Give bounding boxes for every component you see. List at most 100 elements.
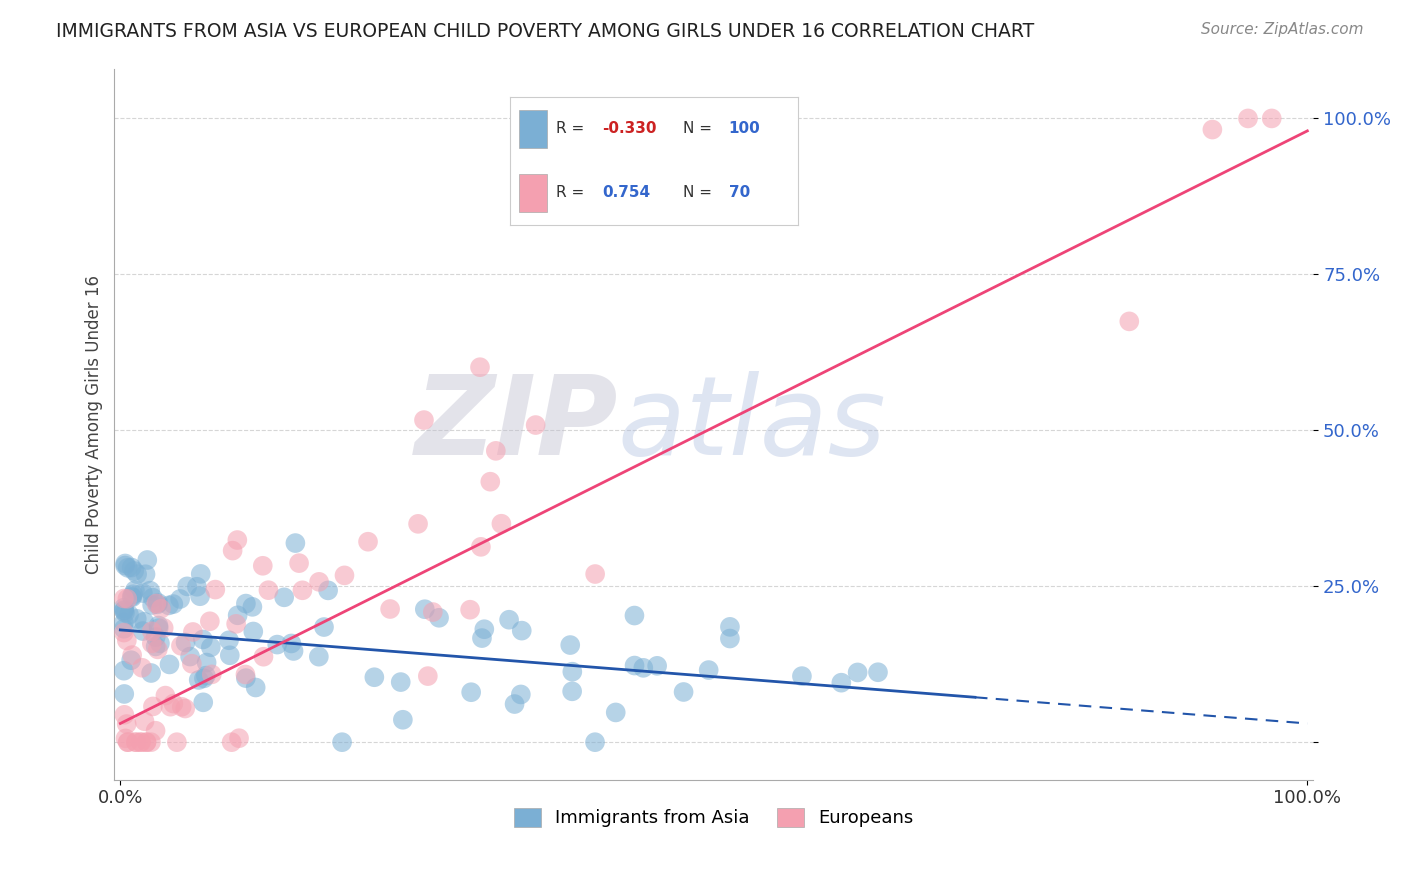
Point bbox=[180, 657, 202, 671]
Point bbox=[139, 665, 162, 680]
Point bbox=[136, 553, 159, 567]
Point bbox=[645, 658, 668, 673]
Point bbox=[188, 589, 211, 603]
Point bbox=[524, 418, 547, 433]
Point bbox=[115, 633, 138, 648]
Point bbox=[132, 586, 155, 600]
Point bbox=[458, 603, 481, 617]
Point bbox=[471, 631, 494, 645]
Point bbox=[112, 603, 135, 617]
Point bbox=[114, 606, 136, 620]
Point bbox=[139, 583, 162, 598]
Point bbox=[152, 621, 174, 635]
Point bbox=[697, 663, 720, 677]
Point bbox=[170, 639, 193, 653]
Point bbox=[509, 688, 531, 702]
Text: atlas: atlas bbox=[617, 370, 887, 477]
Point bbox=[201, 667, 224, 681]
Point bbox=[221, 543, 243, 558]
Point bbox=[135, 567, 157, 582]
Point bbox=[378, 602, 401, 616]
Point bbox=[142, 591, 165, 605]
Point bbox=[583, 735, 606, 749]
Point bbox=[186, 580, 208, 594]
Point bbox=[125, 735, 148, 749]
Point bbox=[187, 673, 209, 687]
Point bbox=[124, 583, 146, 598]
Point bbox=[226, 608, 249, 623]
Text: Source: ZipAtlas.com: Source: ZipAtlas.com bbox=[1201, 22, 1364, 37]
Point bbox=[134, 615, 156, 629]
Point bbox=[283, 644, 305, 658]
Point bbox=[242, 599, 264, 614]
Point bbox=[129, 735, 152, 749]
Point bbox=[146, 597, 169, 611]
Point bbox=[132, 624, 155, 638]
Point bbox=[159, 699, 181, 714]
Point bbox=[117, 591, 139, 606]
Point bbox=[127, 567, 149, 582]
Point bbox=[308, 574, 330, 589]
Point bbox=[122, 564, 145, 578]
Point bbox=[498, 613, 520, 627]
Point bbox=[357, 534, 380, 549]
Point bbox=[125, 735, 148, 749]
Point bbox=[149, 636, 172, 650]
Point bbox=[198, 614, 221, 628]
Point bbox=[560, 638, 582, 652]
Point bbox=[830, 675, 852, 690]
Point bbox=[316, 583, 339, 598]
Point bbox=[155, 689, 177, 703]
Point bbox=[118, 607, 141, 622]
Legend: Immigrants from Asia, Europeans: Immigrants from Asia, Europeans bbox=[506, 801, 921, 835]
Point bbox=[120, 653, 142, 667]
Point bbox=[195, 656, 218, 670]
Point bbox=[242, 624, 264, 639]
Point bbox=[718, 620, 741, 634]
Point bbox=[112, 604, 135, 618]
Point bbox=[112, 687, 135, 701]
Point bbox=[121, 560, 143, 574]
Point bbox=[134, 714, 156, 729]
Point bbox=[485, 443, 508, 458]
Point bbox=[330, 735, 353, 749]
Point bbox=[174, 701, 197, 715]
Point bbox=[145, 640, 167, 654]
Point bbox=[583, 567, 606, 582]
Point bbox=[252, 558, 274, 573]
Text: IMMIGRANTS FROM ASIA VS EUROPEAN CHILD POVERTY AMONG GIRLS UNDER 16 CORRELATION : IMMIGRANTS FROM ASIA VS EUROPEAN CHILD P… bbox=[56, 22, 1035, 41]
Point bbox=[225, 616, 247, 631]
Point bbox=[252, 649, 274, 664]
Point bbox=[121, 648, 143, 662]
Point bbox=[117, 735, 139, 749]
Point bbox=[193, 672, 215, 686]
Point bbox=[470, 540, 492, 554]
Point bbox=[284, 536, 307, 550]
Point bbox=[129, 735, 152, 749]
Point bbox=[112, 707, 135, 722]
Point bbox=[561, 665, 583, 679]
Point bbox=[1118, 314, 1140, 328]
Point bbox=[148, 596, 170, 610]
Point bbox=[194, 668, 217, 682]
Point bbox=[139, 735, 162, 749]
Point bbox=[112, 664, 135, 678]
Point bbox=[460, 685, 482, 699]
Point bbox=[235, 671, 257, 685]
Point bbox=[145, 597, 167, 611]
Point bbox=[162, 597, 184, 611]
Point bbox=[257, 583, 280, 598]
Point bbox=[333, 568, 356, 582]
Point bbox=[235, 667, 257, 681]
Point bbox=[413, 413, 436, 427]
Point bbox=[623, 658, 645, 673]
Point bbox=[633, 661, 655, 675]
Point bbox=[427, 611, 450, 625]
Point bbox=[114, 558, 136, 573]
Point bbox=[166, 735, 188, 749]
Point bbox=[169, 591, 191, 606]
Point bbox=[218, 648, 240, 663]
Point bbox=[280, 636, 302, 650]
Point bbox=[288, 556, 311, 570]
Point bbox=[605, 706, 627, 720]
